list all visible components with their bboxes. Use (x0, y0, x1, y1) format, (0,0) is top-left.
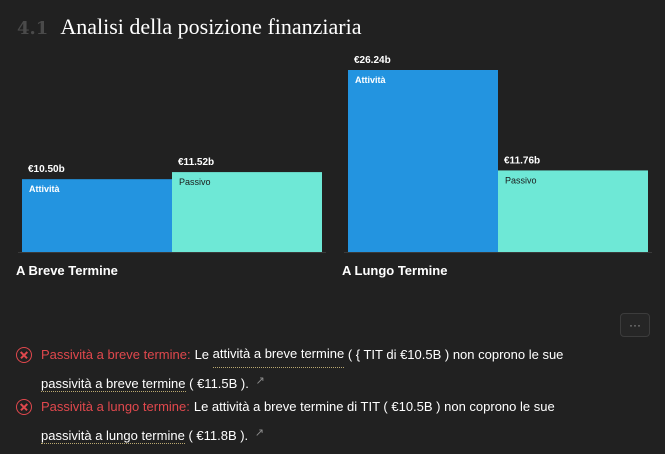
issue-short-term: Passività a breve termine: Le attività a… (16, 341, 616, 397)
bar-value-label: €11.52b (178, 157, 214, 168)
issue-long-term: Passività a lungo termine: Le attività a… (16, 394, 616, 449)
external-edit-icon[interactable]: ↗ (254, 427, 265, 439)
bar-passivo-0 (172, 172, 322, 252)
bar-value-label: €10.50b (28, 164, 65, 175)
error-x-icon (16, 399, 32, 415)
financial-position-chart: €10.50b Attività €11.52b Passivo A Breve Ter… (16, 55, 652, 278)
bar-attivit-0 (22, 179, 172, 252)
bar-series-label: Attività (29, 184, 60, 194)
category-label: A Breve Termine (16, 263, 118, 278)
issue-text-3: ( €11.5B ). (189, 376, 249, 391)
section-title: Analisi della posizione finanziaria (60, 14, 362, 39)
issue-link-assets[interactable]: attività a breve termine (212, 341, 345, 368)
bar-value-label: €11.76b (504, 155, 540, 166)
more-options-button[interactable]: ··· (620, 313, 650, 337)
category-label: A Lungo Termine (342, 263, 447, 278)
bar-attivit-1 (348, 70, 498, 252)
issue-label: Passività a breve termine: (41, 346, 191, 362)
issue-text-3: ( €11.8B ). (188, 428, 249, 443)
issue-text: Le attività a breve termine di TIT ( €10… (193, 399, 555, 414)
bar-passivo-1 (498, 170, 648, 252)
bar-series-label: Passivo (179, 177, 211, 187)
section-number: 4.1 (17, 18, 49, 39)
bar-series-label: Passivo (505, 175, 537, 185)
external-edit-icon[interactable]: ↗ (255, 375, 265, 387)
issue-text: Le (194, 346, 210, 362)
issue-label: Passività a lungo termine: (41, 399, 190, 414)
issue-text-2: ( { TIT di €10.5B ) non coprono le sue (347, 346, 564, 362)
error-x-icon (16, 346, 32, 363)
issue-link-liabilities[interactable]: passività a breve termine (41, 376, 186, 392)
issue-link-liabilities[interactable]: passività a lungo termine (41, 428, 185, 444)
bar-value-label: €26.24b (354, 55, 391, 66)
section-header: 4.1 Analisi della posizione finanziaria (17, 14, 362, 42)
bar-series-label: Attività (355, 75, 386, 85)
